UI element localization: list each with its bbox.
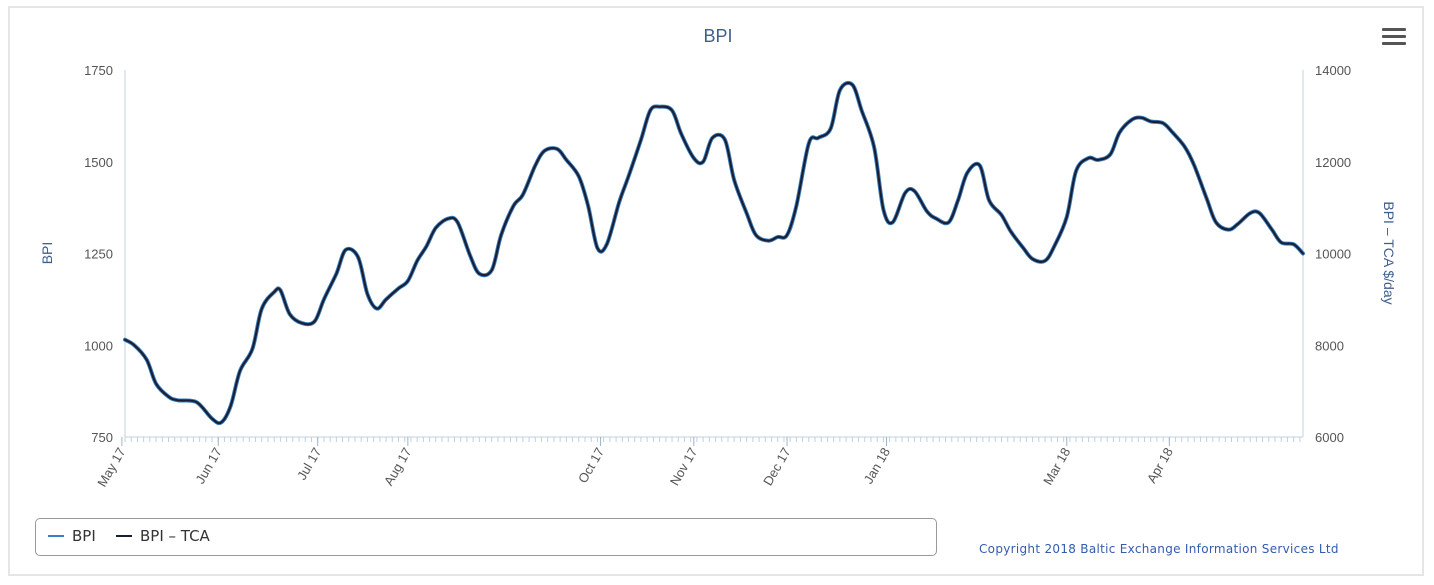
plot-area — [123, 80, 1305, 426]
y-right-tick-label: 14000 — [1315, 63, 1351, 78]
menu-icon[interactable] — [1382, 28, 1406, 48]
y-right-tick-label: 12000 — [1315, 155, 1351, 170]
x-tick-label: Jun 17 — [192, 445, 225, 486]
legend-item-bpi[interactable]: BPI — [48, 527, 96, 545]
legend-label-bpi: BPI — [72, 527, 96, 545]
x-tick-label: Oct 17 — [575, 445, 607, 486]
x-tick-label: Jan 18 — [861, 445, 894, 486]
y-right-tick-label: 8000 — [1315, 338, 1344, 353]
chart-title: BPI — [703, 26, 732, 46]
x-tick-label: Mar 18 — [1040, 445, 1073, 488]
y-right-tick-label: 6000 — [1315, 430, 1344, 445]
copyright-text: Copyright 2018 Baltic Exchange Informati… — [979, 542, 1339, 556]
x-tick-label: Jul 17 — [294, 445, 324, 483]
y-left-tick-label: 1750 — [84, 63, 113, 78]
y-left-tick-label: 1000 — [84, 338, 113, 353]
x-tick-label: Aug 17 — [381, 445, 415, 488]
legend-swatch-bpi-tca — [116, 535, 132, 537]
y-left-tick-label: 750 — [91, 430, 113, 445]
y-left-tick-label: 1250 — [84, 247, 113, 262]
y-left-tick-label: 1500 — [84, 155, 113, 170]
series-line-bpi-tca — [123, 81, 1305, 425]
x-tick-label: May 17 — [94, 445, 128, 489]
y-axis-right-label: BPI – TCA $/day — [1381, 201, 1397, 304]
legend: BPI BPI – TCA — [35, 518, 937, 556]
chart-frame — [8, 6, 1424, 576]
axes-group: 750 1000 1250 1500 1750 6000 8000 10000 12000 140… — [84, 63, 1351, 489]
legend-swatch-bpi — [48, 535, 64, 537]
x-tick-label: Dec 17 — [760, 445, 794, 488]
legend-item-bpi-tca[interactable]: BPI – TCA — [116, 527, 210, 545]
y-right-tick-label: 10000 — [1315, 247, 1351, 262]
series-line-bpi — [123, 80, 1305, 426]
x-tick-label: Apr 18 — [1144, 445, 1176, 486]
x-tick-label: Nov 17 — [667, 445, 701, 488]
legend-label-bpi-tca: BPI – TCA — [140, 527, 210, 545]
y-axis-left-label: BPI — [39, 242, 55, 265]
